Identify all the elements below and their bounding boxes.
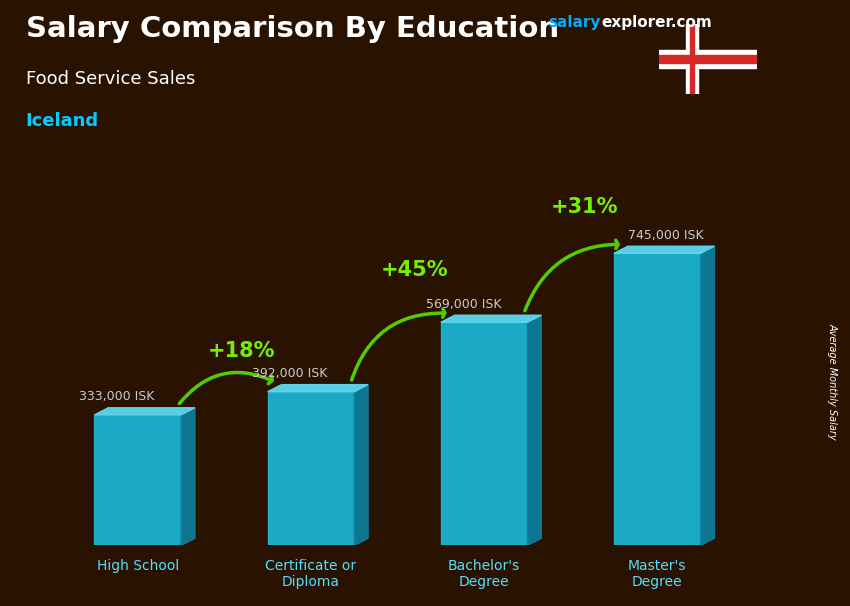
Text: +31%: +31%: [551, 197, 618, 217]
Polygon shape: [441, 315, 541, 322]
Text: Average Monthly Salary: Average Monthly Salary: [827, 324, 837, 440]
Polygon shape: [614, 253, 700, 545]
Bar: [659, 50, 756, 68]
Polygon shape: [614, 246, 715, 253]
Polygon shape: [181, 408, 195, 545]
Text: 569,000 ISK: 569,000 ISK: [426, 298, 502, 310]
Text: 392,000 ISK: 392,000 ISK: [252, 367, 328, 380]
Text: Iceland: Iceland: [26, 112, 99, 130]
Polygon shape: [354, 385, 368, 545]
Text: explorer.com: explorer.com: [602, 15, 712, 30]
Polygon shape: [527, 315, 541, 545]
Text: 745,000 ISK: 745,000 ISK: [628, 228, 704, 242]
Bar: [659, 55, 756, 64]
Text: Salary Comparison By Education: Salary Comparison By Education: [26, 15, 558, 43]
Polygon shape: [700, 246, 715, 545]
Bar: [690, 24, 694, 94]
Polygon shape: [441, 322, 527, 545]
Polygon shape: [94, 408, 195, 415]
Text: Food Service Sales: Food Service Sales: [26, 70, 195, 88]
Polygon shape: [268, 385, 368, 391]
Text: +45%: +45%: [381, 260, 449, 280]
Text: 333,000 ISK: 333,000 ISK: [79, 390, 155, 403]
Polygon shape: [94, 415, 181, 545]
Text: salary: salary: [548, 15, 601, 30]
Polygon shape: [268, 391, 354, 545]
Bar: [686, 24, 698, 94]
Text: +18%: +18%: [208, 341, 275, 361]
